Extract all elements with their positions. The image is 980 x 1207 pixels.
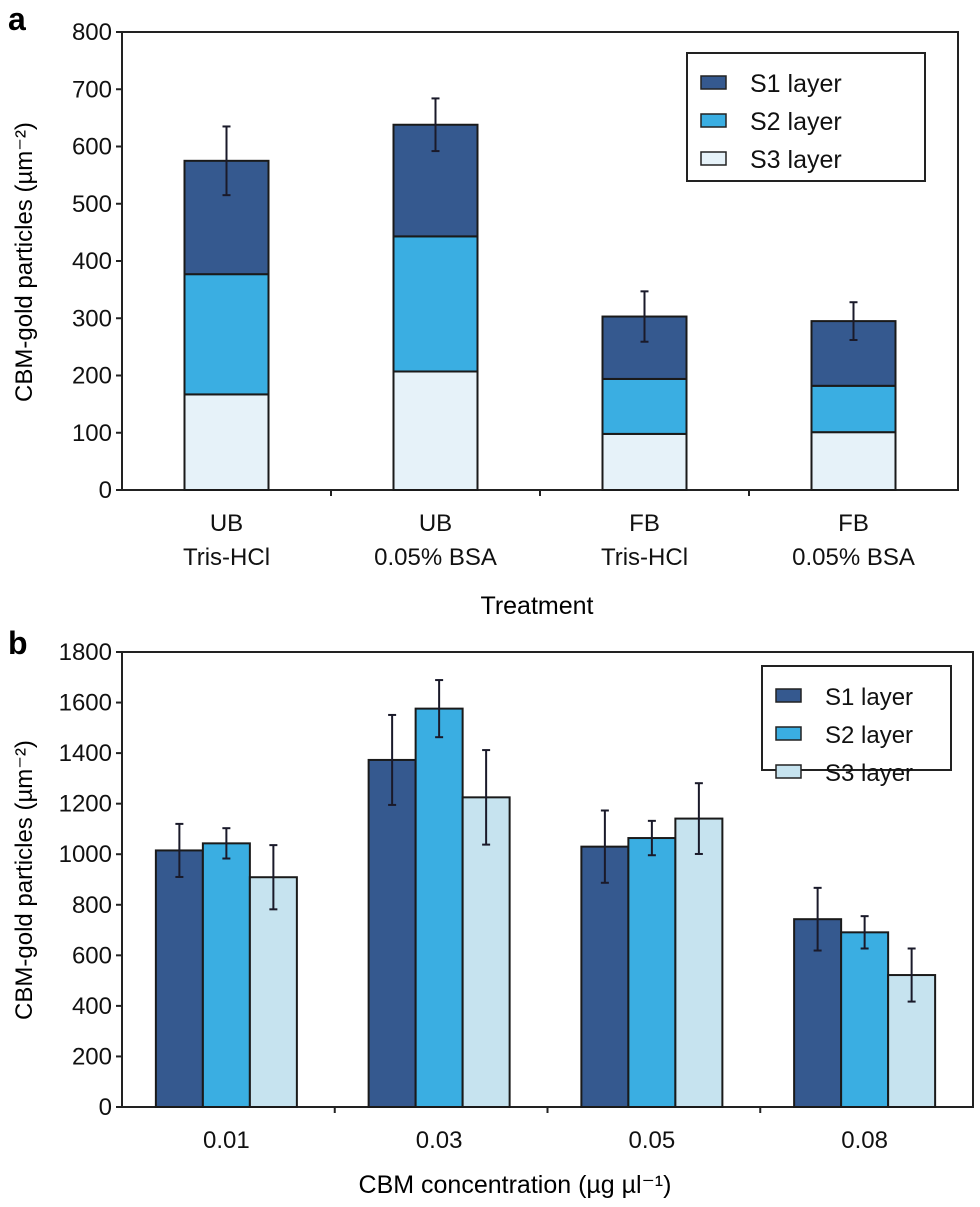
y-tick-label: 100 (72, 420, 112, 447)
panel-label-a: a (8, 1, 26, 37)
bar-s2 (627, 837, 677, 1108)
x-tick-label: 0.08 (841, 1127, 888, 1154)
y-tick-label: 1800 (59, 639, 112, 666)
y-tick-label: 400 (72, 248, 112, 275)
bar-s2 (414, 707, 464, 1108)
bar-segment-s2 (810, 384, 897, 434)
y-tick-label: 200 (72, 363, 112, 390)
y-tick-label: 1600 (59, 690, 112, 717)
x-category-label-line2: 0.05% BSA (374, 544, 497, 571)
legend-swatch (700, 151, 727, 166)
x-tick-label: 0.01 (203, 1127, 250, 1154)
bar-segment-s2 (183, 273, 270, 396)
bar-segment-s3 (183, 393, 270, 491)
bar-s1 (580, 845, 630, 1109)
x-tick-label: 0.03 (416, 1127, 463, 1154)
x-axis-label-b: CBM concentration (µg µl⁻¹) (359, 1171, 672, 1199)
legend-swatch (775, 764, 802, 779)
legend-label: S2 layer (825, 722, 913, 749)
y-tick-label: 200 (72, 1043, 112, 1070)
y-tick-label: 800 (72, 19, 112, 46)
y-tick-label: 1400 (59, 740, 112, 767)
legend-swatch (700, 75, 727, 90)
legend-swatch (700, 113, 727, 128)
panel-a: a CBM-gold particles (µm⁻²) Treatment 0 1… (8, 1, 959, 620)
bar-s2 (201, 842, 251, 1108)
y-tick-label: 800 (72, 892, 112, 919)
y-tick-label: 400 (72, 993, 112, 1020)
x-category-label-line1: FB (838, 510, 869, 537)
bar-s3 (461, 796, 511, 1108)
bar-segment-s2 (392, 235, 479, 373)
x-category-label-line1: FB (629, 510, 660, 537)
bar-segment-s3 (810, 431, 897, 491)
x-category-label-line1: UB (210, 510, 243, 537)
legend-label: S2 layer (750, 108, 842, 136)
bar-segment-s2 (601, 377, 688, 435)
bar-segment-s3 (601, 432, 688, 491)
legend-label: S3 layer (750, 146, 842, 174)
y-tick-label: 600 (72, 942, 112, 969)
bar-s3 (248, 876, 298, 1108)
y-axis-label-b: CBM-gold particles (µm⁻²) (11, 740, 38, 1020)
y-tick-label: 1200 (59, 791, 112, 818)
y-tick-label: 700 (72, 76, 112, 103)
legend-label: S1 layer (825, 684, 913, 711)
y-tick-label: 1000 (59, 841, 112, 868)
bar-s1 (367, 758, 417, 1108)
legend-swatch (775, 726, 802, 741)
bar-s1 (154, 849, 204, 1108)
legend-swatch (775, 688, 802, 703)
y-tick-label: 0 (99, 477, 112, 504)
x-category-label-line2: 0.05% BSA (792, 544, 915, 571)
x-tick-label: 0.05 (629, 1127, 676, 1154)
x-category-label-line2: Tris-HCl (183, 544, 270, 571)
y-tick-label: 600 (72, 134, 112, 161)
bar-s3 (674, 817, 724, 1108)
panel-label-b: b (8, 625, 28, 661)
x-axis-label-a: Treatment (480, 592, 593, 620)
bar-segment-s3 (392, 370, 479, 491)
legend-label: S3 layer (825, 760, 913, 787)
y-tick-label: 0 (99, 1094, 112, 1121)
legend-label: S1 layer (750, 70, 842, 98)
y-tick-label: 500 (72, 191, 112, 218)
bar-s2 (840, 931, 890, 1109)
x-category-label-line2: Tris-HCl (601, 544, 688, 571)
legend-box (761, 665, 952, 771)
x-category-label-line1: UB (419, 510, 452, 537)
y-tick-label: 300 (72, 305, 112, 332)
y-axis-label-a: CBM-gold particles (µm⁻²) (11, 122, 38, 402)
panel-b: b CBM-gold particles (µm⁻²) CBM concentr… (8, 625, 974, 1199)
